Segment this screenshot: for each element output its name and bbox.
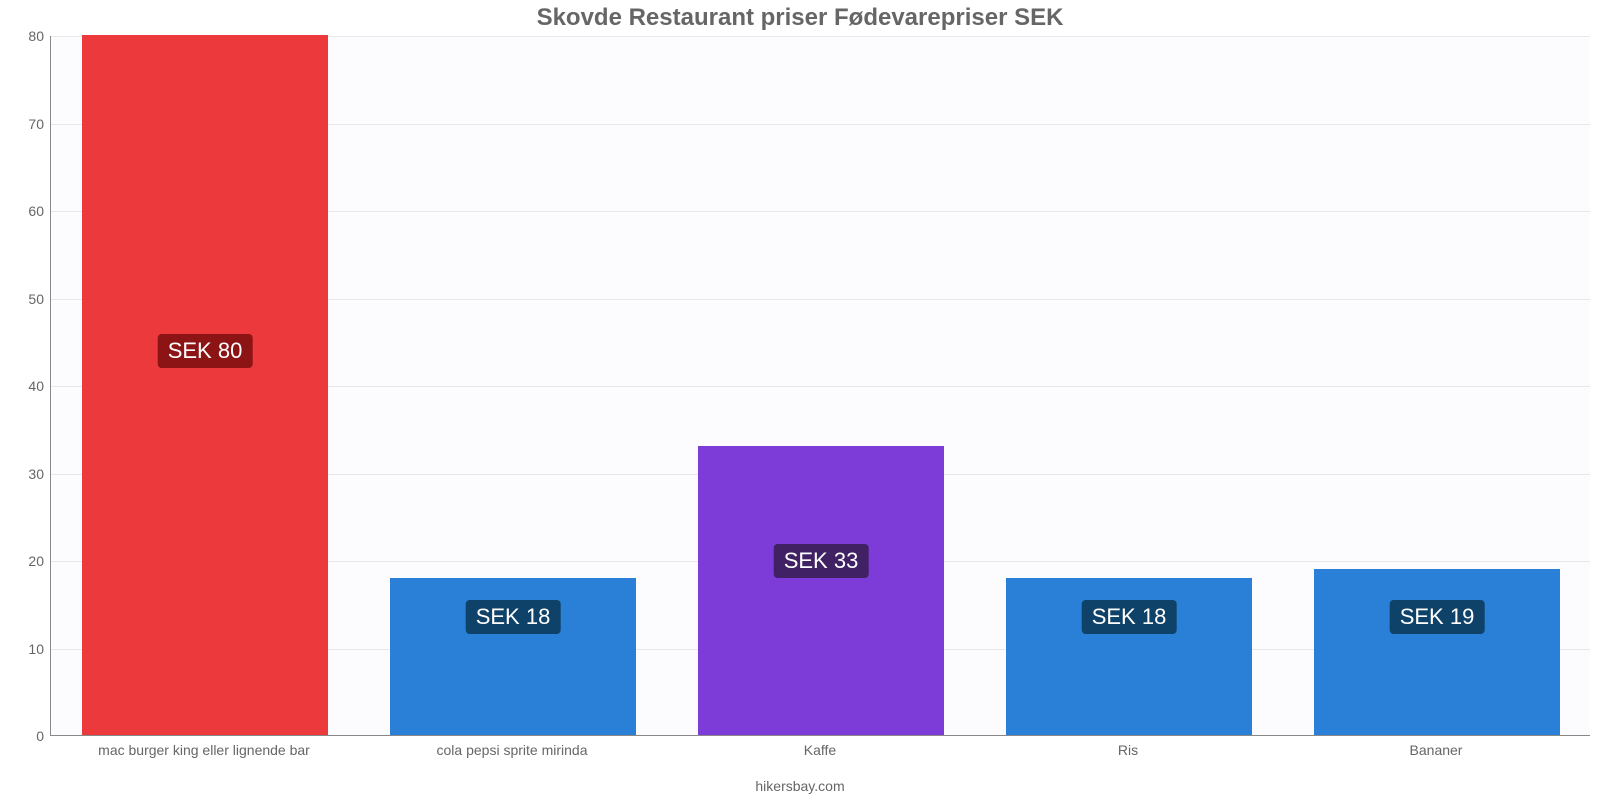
x-tick-label: Kaffe [804,742,836,758]
value-label: SEK 18 [1082,600,1177,634]
bar-chart: Skovde Restaurant priser Fødevarepriser … [0,0,1600,800]
x-tick-label: cola pepsi sprite mirinda [437,742,588,758]
y-tick-label: 10 [4,641,44,657]
x-tick-label: mac burger king eller lignende bar [98,742,310,758]
value-label: SEK 33 [774,544,869,578]
value-label: SEK 19 [1390,600,1485,634]
x-tick-label: Bananer [1410,742,1463,758]
y-tick-label: 30 [4,466,44,482]
value-label: SEK 80 [158,334,253,368]
value-label: SEK 18 [466,600,561,634]
y-tick-label: 50 [4,291,44,307]
y-tick-label: 0 [4,728,44,744]
y-tick-label: 20 [4,553,44,569]
bar [1314,569,1560,735]
y-tick-label: 40 [4,378,44,394]
bars-group: SEK 80 SEK 18 SEK 33 SEK 18 SEK 19 [51,36,1590,735]
y-tick-label: 70 [4,116,44,132]
y-tick-label: 80 [4,28,44,44]
y-tick-label: 60 [4,203,44,219]
chart-footer: hikersbay.com [0,778,1600,794]
chart-title: Skovde Restaurant priser Fødevarepriser … [0,4,1600,32]
x-tick-label: Ris [1118,742,1138,758]
bar [698,446,944,735]
bar [82,35,328,735]
plot-area: SEK 80 SEK 18 SEK 33 SEK 18 SEK 19 [50,36,1590,736]
